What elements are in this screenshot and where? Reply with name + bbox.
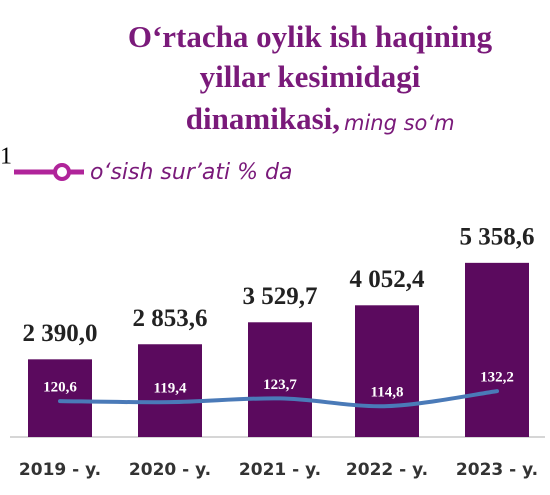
x-tick-label: 2020 - y. <box>129 460 211 480</box>
data-label: 2 390,0 <box>23 320 98 347</box>
bar <box>355 305 419 437</box>
x-tick-label: 2022 - y. <box>346 460 428 480</box>
line-label: 119,4 <box>154 381 187 397</box>
chart-subtitle: ming so‘m <box>344 111 455 135</box>
line-label: 132,2 <box>480 370 514 386</box>
x-tick-label: 2021 - y. <box>239 460 321 480</box>
bar <box>465 262 529 437</box>
x-tick-label: 2019 - y. <box>19 460 101 480</box>
bar <box>28 359 92 437</box>
bar <box>138 344 202 437</box>
legend-marker <box>53 163 71 181</box>
chart-title: yillar kesimidagi <box>200 59 421 94</box>
chart-title: O‘rtacha oylik ish haqining <box>128 19 493 54</box>
data-label: 4 052,4 <box>350 266 426 293</box>
annotation: 1 <box>0 144 12 170</box>
data-label: 5 358,6 <box>460 224 535 251</box>
legend-label: o‘sish sur’ati % da <box>90 160 292 185</box>
x-tick-label: 2023 - y. <box>456 460 538 480</box>
growth-line <box>58 389 499 409</box>
line-label: 120,6 <box>43 380 77 396</box>
chart-title: dinamikasi, <box>186 101 340 136</box>
line-label: 123,7 <box>263 377 297 393</box>
bar <box>248 322 312 437</box>
line-label: 114,8 <box>371 385 404 401</box>
data-label: 2 853,6 <box>133 305 208 332</box>
data-label: 3 529,7 <box>243 283 318 310</box>
